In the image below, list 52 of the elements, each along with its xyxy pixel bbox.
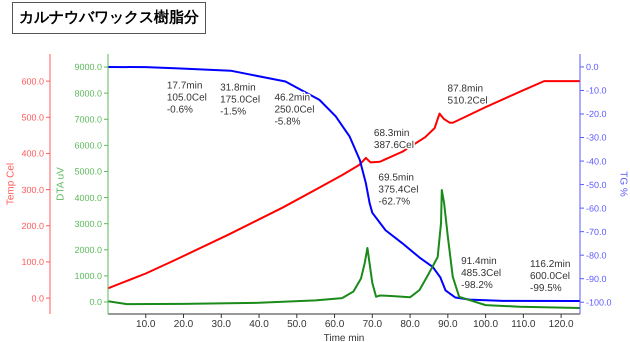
y-tick-label: 8000.0 bbox=[74, 88, 102, 98]
x-tick-label: 40.0 bbox=[249, 319, 270, 330]
annotation: 17.7min 105.0Cel -0.6% bbox=[166, 80, 207, 116]
y2-tick-label: -80.0 bbox=[586, 250, 607, 260]
y2-tick-label: -10.0 bbox=[586, 86, 607, 96]
x-tick-label: 120.0 bbox=[548, 319, 574, 330]
y-tick-label: 3000.0 bbox=[74, 218, 102, 229]
y-tick-label: 5000.0 bbox=[74, 166, 102, 177]
x-axis-title: Time min bbox=[324, 333, 364, 342]
y-axis-title: DTA uV bbox=[56, 166, 67, 201]
y-tick-label: 2000.0 bbox=[74, 244, 102, 255]
y3-axis-title: Temp Cel bbox=[6, 162, 17, 206]
x-tick-label: 100.0 bbox=[473, 319, 499, 330]
y2-tick-label: -90.0 bbox=[586, 274, 607, 284]
y-tick-label: 4000.0 bbox=[74, 192, 102, 203]
x-tick-label: 30.0 bbox=[212, 319, 232, 330]
y2-tick-label: -70.0 bbox=[586, 226, 607, 237]
y3-tick-label: 0.0 bbox=[31, 293, 44, 304]
y2-tick-label: -50.0 bbox=[586, 180, 607, 190]
y3-tick-label: 600.0 bbox=[21, 76, 44, 86]
annotation: 116.2min 600.0Cel -99.5% bbox=[530, 258, 570, 294]
y3-tick-label: 500.0 bbox=[21, 112, 44, 122]
y3-tick-label: 300.0 bbox=[21, 184, 44, 195]
y2-tick-label: -100.0 bbox=[586, 297, 612, 308]
y-tick-label: 9000.0 bbox=[74, 62, 102, 72]
y-tick-label: 6000.0 bbox=[74, 140, 102, 151]
chart-title: カルナウバワックス樹脂分 bbox=[12, 2, 206, 34]
x-tick-label: 10.0 bbox=[136, 319, 156, 330]
y2-tick-label: 0.0 bbox=[586, 62, 599, 72]
y3-tick-label: 200.0 bbox=[21, 220, 44, 231]
y2-tick-label: -40.0 bbox=[586, 156, 607, 166]
y-tick-label: 1000.0 bbox=[74, 271, 102, 282]
x-tick-label: 20.0 bbox=[174, 319, 194, 330]
annotation: 46.2min 250.0Cel -5.8% bbox=[274, 92, 314, 128]
x-tick-label: 110.0 bbox=[511, 319, 536, 330]
y2-tick-label: -30.0 bbox=[586, 132, 607, 143]
x-tick-label: 70.0 bbox=[362, 319, 382, 330]
y2-axis-title: TG % bbox=[617, 171, 628, 197]
y-tick-label: 7000.0 bbox=[74, 114, 102, 124]
y2-tick-label: -20.0 bbox=[586, 109, 607, 120]
y3-tick-label: 100.0 bbox=[21, 257, 44, 268]
annotation: 69.5min 375.4Cel -62.7% bbox=[378, 172, 418, 208]
x-tick-label: 90.0 bbox=[438, 319, 458, 330]
x-tick-label: 80.0 bbox=[400, 319, 420, 330]
x-tick-label: 50.0 bbox=[287, 319, 307, 330]
y-tick-label: 0.0 bbox=[89, 297, 102, 308]
annotation: 87.8min 510.2Cel bbox=[448, 84, 488, 107]
x-tick-label: 60.0 bbox=[324, 319, 345, 330]
annotation: 91.4min 485.3Cel -98.2% bbox=[461, 256, 502, 291]
annotation: 31.8min 175.0Cel -1.5% bbox=[220, 82, 260, 118]
y2-tick-label: -60.0 bbox=[586, 203, 607, 214]
y3-tick-label: 400.0 bbox=[21, 148, 44, 159]
